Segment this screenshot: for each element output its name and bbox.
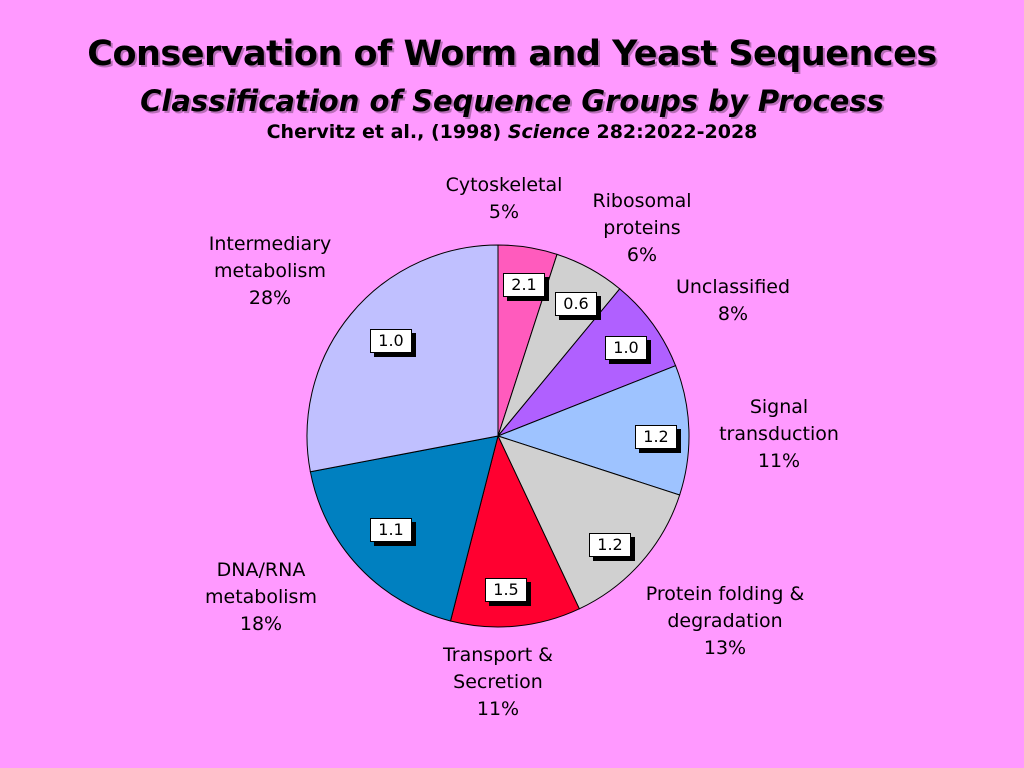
slice-label-line: 6%: [626, 244, 658, 266]
slide-subtitle: Classification of Sequence Groups by Pro…: [140, 84, 884, 118]
pie-slice: [306, 244, 499, 473]
slice-label-line: degradation: [667, 610, 783, 632]
slice-label-line: 18%: [239, 613, 283, 635]
slice-label-line: Transport &: [442, 644, 553, 666]
slide-title: Conservation of Worm and Yeast Sequences: [87, 34, 937, 74]
citation-authors: Chervitz et al., (1998): [266, 121, 508, 143]
citation: Chervitz et al., (1998) Science 282:2022…: [0, 121, 1024, 143]
ratio-value-label: 1.5: [485, 578, 527, 602]
slice-label-line: DNA/RNA: [216, 559, 306, 581]
slice-label-line: Cytoskeletal: [445, 174, 563, 196]
slice-label-line: Protein folding &: [645, 583, 805, 605]
slice-label-line: transduction: [719, 423, 839, 445]
slice-label: Unclassified 8%: [643, 274, 823, 328]
slice-label-line: 28%: [248, 287, 292, 309]
ratio-value-label: 1.2: [589, 533, 631, 557]
pie-slice: [449, 434, 580, 628]
pie-slice: [496, 365, 690, 496]
slice-label: Cytoskeletal 5%: [414, 172, 594, 226]
slice-label-line: 11%: [476, 698, 520, 720]
ratio-value-label: 1.1: [370, 518, 412, 542]
slice-label-line: 13%: [703, 637, 747, 659]
pie-slice: [497, 435, 681, 610]
slice-label: Ribosomal proteins 6%: [552, 188, 732, 269]
slice-label: DNA/RNA metabolism 18%: [171, 557, 351, 638]
slice-label: Transport & Secretion 11%: [408, 642, 588, 723]
ratio-value-label: 1.0: [370, 329, 412, 353]
slice-label-line: metabolism: [205, 586, 317, 608]
slice-label-line: proteins: [603, 217, 681, 239]
pie-slice: [497, 288, 677, 437]
slice-label: Intermediary metabolism 28%: [180, 231, 360, 312]
slice-label-line: Secretion: [453, 671, 543, 693]
slice-label-line: Signal: [749, 396, 809, 418]
slice-label-line: Intermediary: [208, 233, 332, 255]
slice-label-line: Ribosomal: [592, 190, 692, 212]
ratio-value-label: 1.0: [605, 336, 647, 360]
slice-label-line: 5%: [488, 201, 520, 223]
ratio-value-label: 1.2: [635, 425, 677, 449]
slice-label-line: 8%: [717, 303, 749, 325]
slice-label-line: 11%: [757, 450, 801, 472]
slice-label: Protein folding & degradation 13%: [635, 581, 815, 662]
citation-reference: 282:2022-2028: [589, 121, 758, 143]
slice-label: Signal transduction 11%: [689, 394, 869, 475]
ratio-value-label: 2.1: [503, 273, 545, 297]
slice-label-line: metabolism: [214, 260, 326, 282]
slice-label-line: Unclassified: [675, 276, 791, 298]
ratio-value-label: 0.6: [555, 292, 597, 316]
citation-journal: Science: [507, 121, 590, 143]
